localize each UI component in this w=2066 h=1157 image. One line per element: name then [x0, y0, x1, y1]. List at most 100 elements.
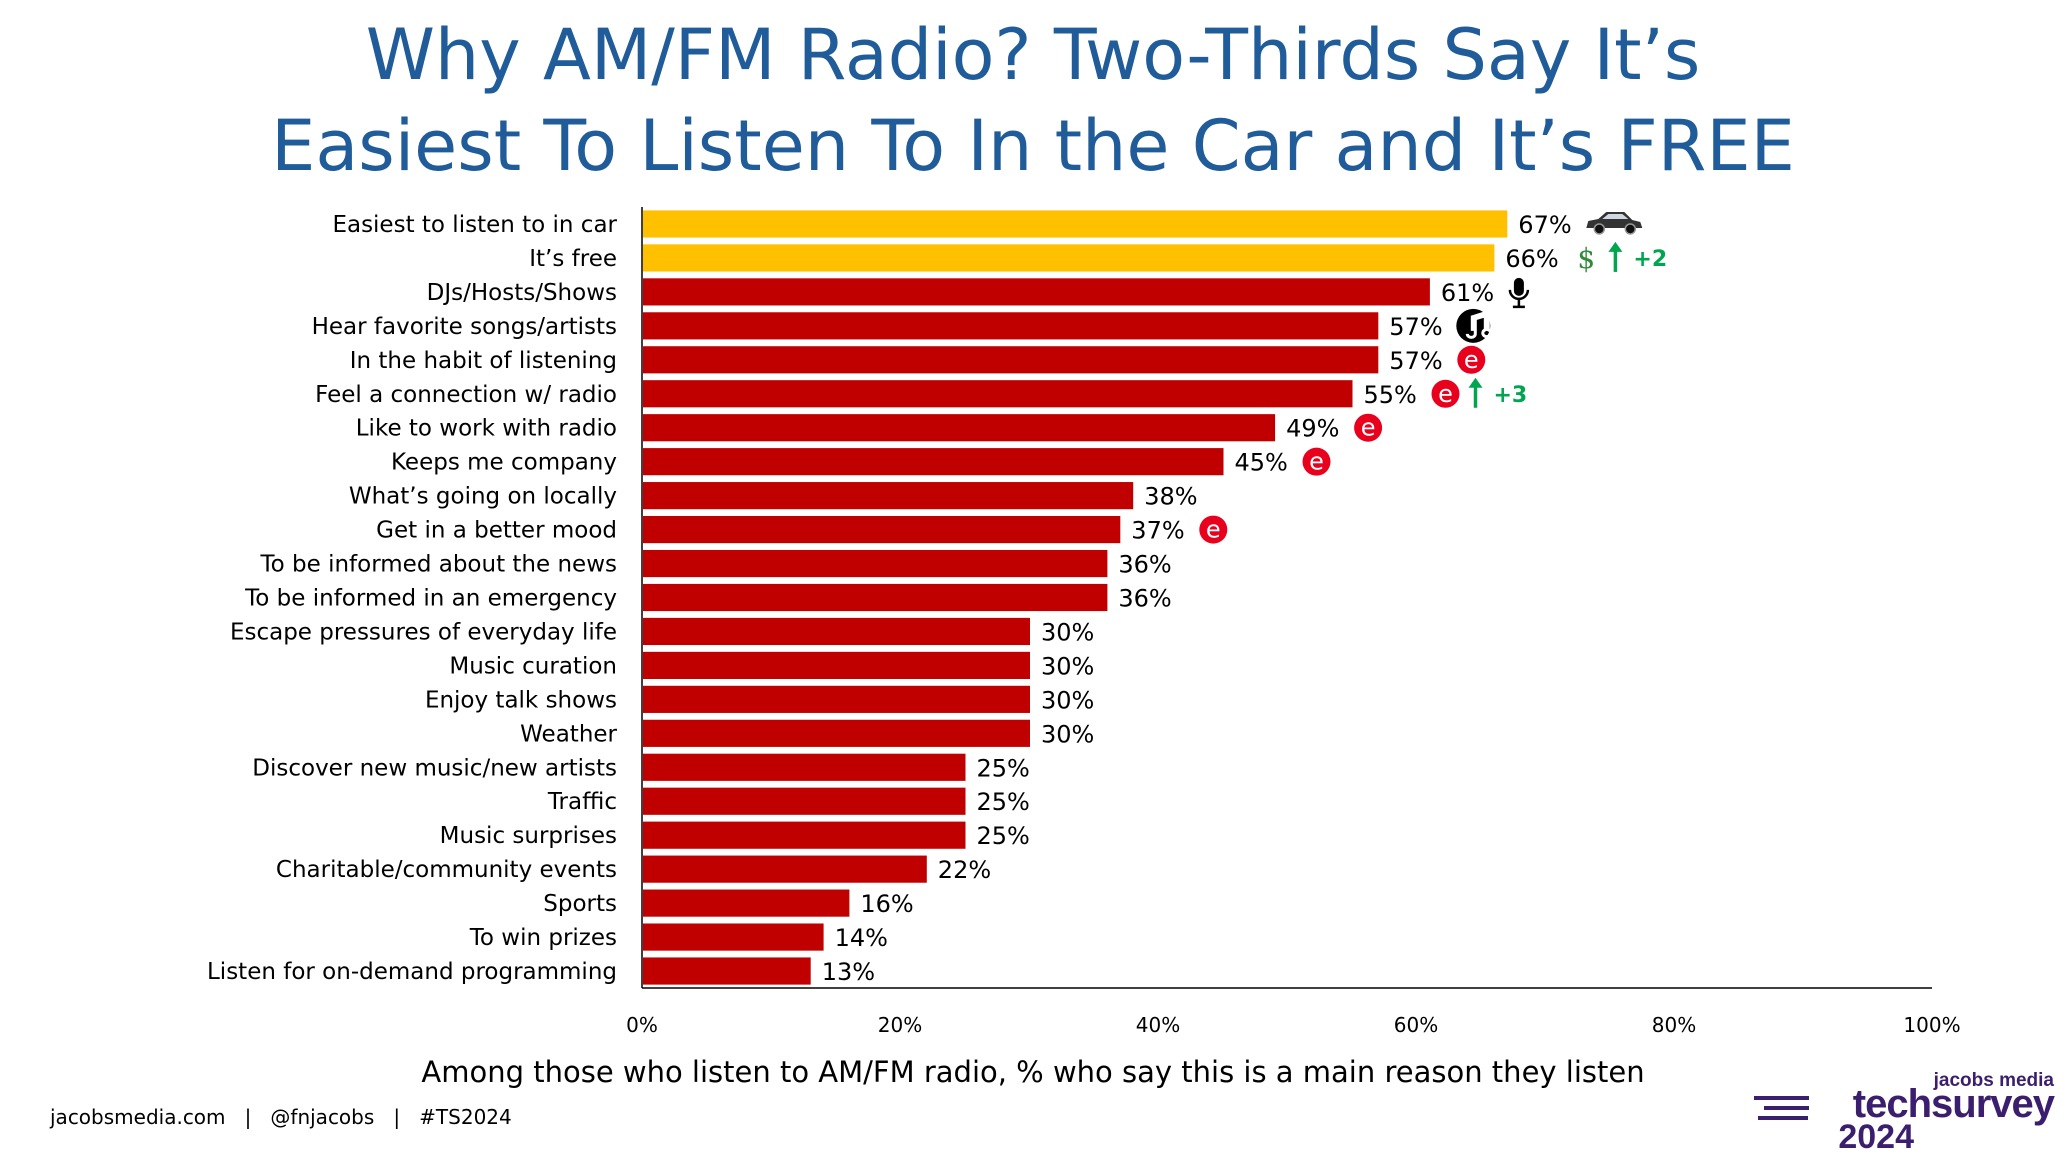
music-note-shape: [1465, 309, 1493, 339]
data-label: 30%: [1041, 720, 1094, 748]
bar: [643, 346, 1379, 374]
e-icon-circle: [1199, 515, 1228, 544]
bar: [643, 719, 1030, 747]
data-label: 66%: [1505, 245, 1558, 273]
e-icon: e: [1302, 447, 1331, 476]
e-icon-circle: [1431, 379, 1460, 408]
category-label: Enjoy talk shows: [425, 687, 617, 713]
data-label: 36%: [1118, 585, 1171, 613]
data-label: 55%: [1364, 381, 1417, 409]
bar: [643, 210, 1508, 238]
data-label: 25%: [977, 822, 1030, 850]
chart-subtitle: Among those who listen to AM/FM radio, %…: [421, 1055, 1645, 1089]
e-icon-glyph: e: [1464, 346, 1479, 374]
speed-lines-icon: [1754, 1096, 1809, 1120]
category-label: Listen for on-demand programming: [207, 959, 617, 985]
bar: [643, 549, 1108, 578]
data-label: 61%: [1441, 279, 1494, 307]
bar: [643, 312, 1379, 340]
bar: [643, 957, 811, 985]
logo-year: 2024: [1838, 1118, 1914, 1156]
data-label: 13%: [822, 958, 875, 986]
e-icon: e: [1199, 515, 1228, 544]
up-arrow-icon: [1468, 377, 1483, 408]
chart-title: Why AM/FM Radio? Two-Thirds Say It’s Eas…: [0, 10, 2066, 192]
category-label: Charitable/community events: [276, 857, 617, 883]
bar: [643, 414, 1276, 442]
category-label: It’s free: [529, 246, 617, 272]
category-label: In the habit of listening: [350, 348, 617, 374]
music-note-icon: [1456, 308, 1493, 343]
bar: [643, 516, 1121, 544]
data-label: 57%: [1389, 347, 1442, 375]
logo-techsurvey: techsurvey: [1852, 1082, 2055, 1126]
e-icon: e: [1354, 413, 1383, 442]
bar: [643, 685, 1030, 713]
category-label: Discover new music/new artists: [252, 755, 617, 781]
data-label: 14%: [835, 924, 888, 952]
e-icon: e: [1457, 345, 1486, 374]
data-label: 16%: [860, 890, 913, 918]
bar: [643, 448, 1224, 476]
title-line-1: Why AM/FM Radio? Two-Thirds Say It’s: [365, 14, 1701, 96]
category-label: Get in a better mood: [376, 518, 617, 544]
title-line-2: Easiest To Listen To In the Car and It’s…: [271, 105, 1795, 187]
x-tick-label: 40%: [1136, 1013, 1180, 1037]
data-label: 57%: [1389, 313, 1442, 341]
data-label: 30%: [1041, 686, 1094, 714]
bar: [643, 583, 1108, 612]
category-label: To be informed about the news: [260, 552, 618, 578]
techsurvey-logo: jacobs media techsurvey 2024: [1754, 1070, 2055, 1156]
data-label: 67%: [1518, 211, 1571, 239]
e-icon-glyph: e: [1309, 448, 1324, 476]
car-wheel: [1593, 223, 1606, 235]
mic-head: [1513, 277, 1524, 296]
x-tick-label: 100%: [1903, 1013, 1960, 1037]
data-label: 25%: [977, 788, 1030, 816]
x-tick-label: 60%: [1394, 1013, 1438, 1037]
x-tick-label: 0%: [626, 1013, 658, 1037]
arrow-head: [1608, 241, 1623, 252]
category-label: Keeps me company: [391, 450, 617, 476]
category-label: Like to work with radio: [356, 416, 617, 442]
car-icon: [1586, 211, 1643, 235]
category-label: Traffic: [547, 789, 617, 815]
change-label: +3: [1494, 383, 1528, 408]
e-icon-circle: [1457, 345, 1486, 374]
change-label: +2: [1633, 247, 1667, 272]
data-label: 49%: [1286, 415, 1339, 443]
category-label: To be informed in an emergency: [244, 586, 617, 612]
dollar-glyph: $: [1577, 242, 1595, 275]
arrow-head: [1468, 377, 1483, 388]
e-icon-circle: [1302, 447, 1331, 476]
category-label: Music curation: [449, 653, 617, 679]
mic-stand: [1508, 289, 1530, 309]
category-label: To win prizes: [469, 925, 617, 951]
category-label: What’s going on locally: [349, 484, 617, 510]
category-label: Escape pressures of everyday life: [230, 619, 617, 645]
bar: [643, 889, 850, 917]
category-label: DJs/Hosts/Shows: [427, 280, 617, 306]
footer-credits: jacobsmedia.com | @fnjacobs | #TS2024: [50, 1105, 512, 1129]
data-label: 30%: [1041, 618, 1094, 646]
bar: [643, 244, 1495, 272]
bar: [643, 855, 927, 883]
data-label: 37%: [1131, 517, 1184, 545]
bar: [643, 617, 1030, 646]
e-icon: e: [1431, 379, 1460, 408]
data-label: 25%: [977, 754, 1030, 782]
bar: [643, 787, 966, 815]
e-icon-glyph: e: [1206, 516, 1221, 544]
category-label: Weather: [520, 721, 617, 747]
bar: [643, 380, 1353, 408]
e-icon-glyph: e: [1438, 380, 1453, 408]
category-label: Music surprises: [440, 823, 617, 849]
category-label: Feel a connection w/ radio: [315, 382, 617, 408]
data-label: 38%: [1144, 483, 1197, 511]
bar: [643, 278, 1430, 306]
up-arrow-icon: [1608, 241, 1623, 272]
category-label: Easiest to listen to in car: [332, 212, 617, 238]
x-tick-label: 20%: [878, 1013, 922, 1037]
category-label: Hear favorite songs/artists: [312, 314, 617, 340]
